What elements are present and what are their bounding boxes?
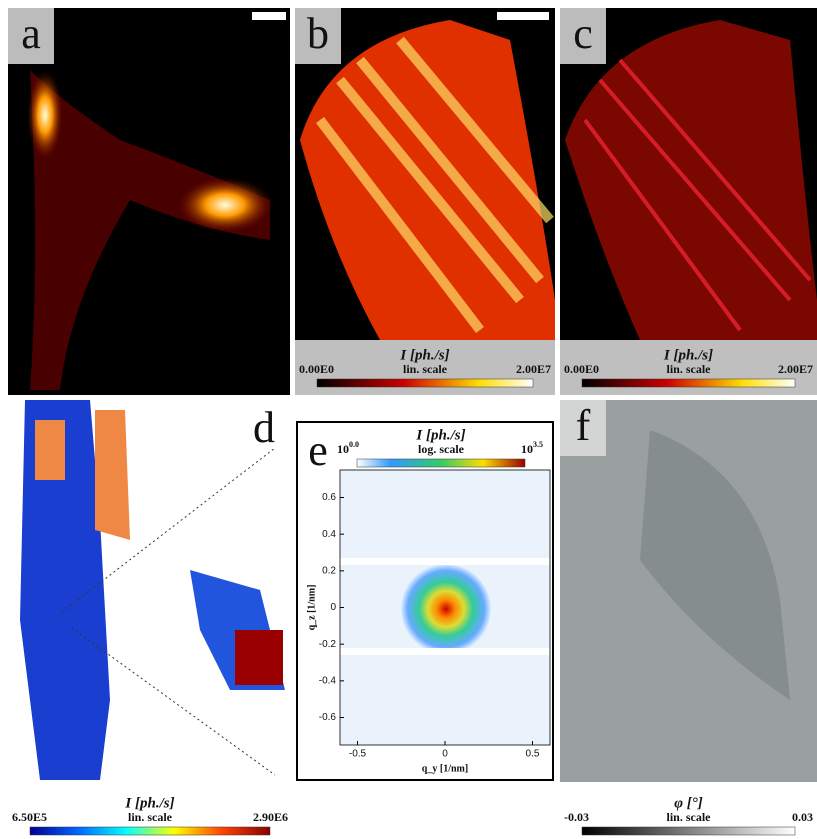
y-tick-label: -0.2: [319, 639, 337, 650]
cell-bright: [27, 70, 63, 160]
scale-bar: [497, 12, 549, 20]
colorbar: [317, 379, 533, 387]
x-tick-label: -0.5: [349, 749, 367, 760]
figure: -0.5 0 0.5 0.6 0.4 0.2 0 -0.2 -0.4 -0.6 q_y [1/nm]…: [0, 0, 817, 839]
y-tick-label: 0.6: [322, 492, 336, 503]
map-region: [235, 630, 283, 685]
panel-label: f: [576, 401, 591, 450]
colorbar-scale: lin. scale: [128, 810, 173, 824]
scale-bar: [252, 12, 286, 20]
colorbar-scale: log. scale: [418, 442, 465, 456]
panel-label: b: [307, 9, 329, 58]
panel-label: c: [573, 9, 593, 58]
colorbar-label: 2.90E6: [253, 810, 288, 824]
y-tick-label: 0.2: [322, 565, 336, 576]
cell-bright: [177, 177, 273, 233]
exponent: 3.5: [533, 440, 543, 449]
colorbar-label: 2.00E7: [778, 362, 813, 376]
base: 10: [337, 442, 349, 456]
colorbar-scale: lin. scale: [403, 362, 448, 376]
exponent: 0.0: [349, 440, 359, 449]
y-axis-label: q_z [1/nm]: [306, 585, 317, 631]
detector-gap: [340, 648, 550, 655]
colorbar-scale: lin. scale: [667, 810, 712, 824]
scatter-peak: [401, 564, 491, 654]
y-tick-label: -0.4: [319, 675, 337, 686]
x-tick-label: 0.5: [526, 749, 540, 760]
colorbar: [582, 379, 795, 387]
colorbar-scale: lin. scale: [667, 362, 712, 376]
x-axis-label: q_y [1/nm]: [422, 763, 468, 774]
y-tick-label: 0: [330, 602, 336, 613]
colorbar-label: 0.03: [792, 810, 813, 824]
x-tick-label: 0: [442, 749, 448, 760]
base: 10: [521, 442, 533, 456]
colorbar: [357, 459, 525, 467]
colorbar-label: 2.00E7: [516, 362, 551, 376]
colorbar-label: 0.00E0: [564, 362, 599, 376]
colorbar-label: 6.50E5: [12, 810, 47, 824]
colorbar-label: -0.03: [564, 810, 589, 824]
panel-label: d: [253, 403, 275, 452]
colorbar-label: 0.00E0: [299, 362, 334, 376]
y-tick-label: -0.6: [319, 712, 337, 723]
detector-gap: [340, 558, 550, 565]
colorbar: [30, 827, 270, 835]
y-tick-label: 0.4: [322, 529, 336, 540]
panel-label: e: [308, 426, 328, 475]
colorbar: [582, 827, 795, 835]
panel-label: a: [21, 9, 41, 58]
